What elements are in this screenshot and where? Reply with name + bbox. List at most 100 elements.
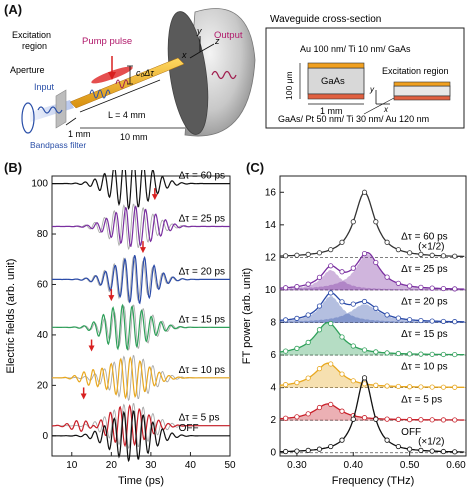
data-point — [294, 380, 300, 386]
data-point — [407, 384, 413, 390]
y-tick-label: 4 — [270, 383, 276, 394]
cross-section-bottom-layer: GaAs/ Pt 50 nm/ Ti 30 nm/ Au 120 nm — [278, 114, 429, 124]
data-point — [384, 383, 390, 389]
x-tick-label: 40 — [185, 460, 197, 471]
y-tick-label: 60 — [37, 279, 49, 290]
trace-label: Δτ = 25 ps — [179, 213, 226, 224]
x-tick-label: 30 — [145, 460, 157, 471]
cross-section-excitation: Excitation region — [382, 66, 449, 76]
waveguide-bar — [69, 57, 185, 109]
series-label: Δτ = 15 ps — [401, 329, 448, 340]
data-point — [350, 378, 356, 384]
chart-b: 0 20 40 60 80 100 10 20 30 40 50 Time (ps) Electric … — [5, 170, 236, 487]
data-point — [452, 384, 458, 390]
data-point — [294, 414, 300, 420]
data-point — [316, 404, 323, 411]
data-point — [294, 448, 300, 454]
y-axis-label: Electric fields (arb. unit) — [5, 259, 17, 374]
data-point — [407, 417, 413, 423]
data-point — [328, 263, 334, 269]
data-point — [452, 319, 458, 325]
length-label: L = 4 mm — [108, 110, 145, 120]
data-point — [429, 252, 435, 258]
y-tick-label: 0 — [270, 448, 276, 459]
data-point — [384, 350, 390, 356]
data-point — [373, 349, 379, 355]
data-point — [361, 415, 368, 421]
plot-frame — [279, 175, 467, 457]
data-point — [305, 447, 311, 453]
data-point — [316, 274, 323, 280]
cross-section-axis-y: y — [369, 85, 375, 94]
data-point — [328, 361, 334, 367]
data-point — [429, 351, 435, 357]
data-point — [305, 339, 311, 345]
data-point — [339, 334, 345, 340]
data-point — [283, 348, 289, 354]
cross-section-title: Waveguide cross-section — [270, 14, 381, 25]
data-point — [429, 318, 435, 324]
data-point — [384, 437, 390, 443]
data-point — [283, 253, 289, 259]
data-point — [440, 351, 447, 358]
y-axis-label: FT power (arb. unit) — [241, 268, 253, 364]
excitation-region-label-2: region — [22, 41, 47, 51]
data-point — [395, 280, 401, 286]
data-point — [440, 285, 447, 292]
data-point — [395, 315, 401, 321]
data-point — [384, 239, 390, 245]
data-point — [429, 417, 435, 423]
data-point — [361, 189, 368, 195]
data-point — [316, 327, 323, 333]
data-point — [373, 382, 379, 388]
data-point — [452, 449, 458, 455]
trace-label: Δτ = 20 ps — [179, 266, 226, 277]
dimension-lines — [65, 79, 185, 129]
input-beam — [30, 100, 74, 122]
lens-axes — [189, 36, 215, 59]
panel-a-label: (A) — [4, 2, 23, 17]
output-label: Output — [214, 30, 243, 41]
trace-label: Δτ = 10 ps — [179, 365, 226, 376]
data-point — [339, 437, 345, 443]
trace-line — [52, 356, 230, 400]
cross-section-core: GaAs — [321, 76, 345, 87]
ten-mm-label: 10 mm — [120, 132, 148, 142]
data-point — [339, 269, 345, 275]
data-point — [429, 384, 435, 390]
y-tick-label: 100 — [31, 179, 48, 190]
data-point — [418, 417, 424, 423]
data-point — [373, 259, 379, 266]
series-label: Δτ = 20 ps — [401, 297, 448, 308]
data-point — [384, 312, 390, 318]
data-point — [429, 285, 435, 291]
data-point — [283, 415, 289, 421]
data-point — [395, 350, 401, 357]
series-label: Δτ = 5 ps — [401, 394, 442, 405]
bandpass-filter-label: Bandpass filter — [30, 140, 86, 150]
data-point — [339, 299, 345, 305]
x-tick-label: 10 — [66, 460, 78, 471]
y-tick-label: 6 — [270, 350, 276, 361]
trace-line — [52, 170, 230, 211]
y-tick-label: 0 — [42, 431, 48, 442]
data-point — [294, 345, 300, 351]
x-tick-label: 0.40 — [344, 460, 364, 471]
series-label: Δτ = 60 ps — [401, 231, 448, 242]
data-point — [339, 371, 345, 377]
input-label: Input — [34, 82, 55, 92]
y-tick-label: 2 — [270, 415, 276, 426]
data-point — [305, 411, 311, 417]
data-point — [407, 283, 413, 289]
lens-axis-y: y — [196, 26, 202, 36]
trace-line — [52, 205, 230, 247]
data-point — [395, 443, 401, 450]
panel-b-label: (B) — [4, 160, 23, 175]
data-point — [418, 317, 424, 324]
data-point — [361, 250, 368, 257]
data-point — [283, 285, 289, 291]
y-tick-label: 80 — [37, 229, 49, 240]
y-tick-label: 8 — [270, 318, 276, 329]
trace-line — [52, 410, 230, 463]
c0-dtau-label: c₀Δτ — [136, 68, 154, 78]
